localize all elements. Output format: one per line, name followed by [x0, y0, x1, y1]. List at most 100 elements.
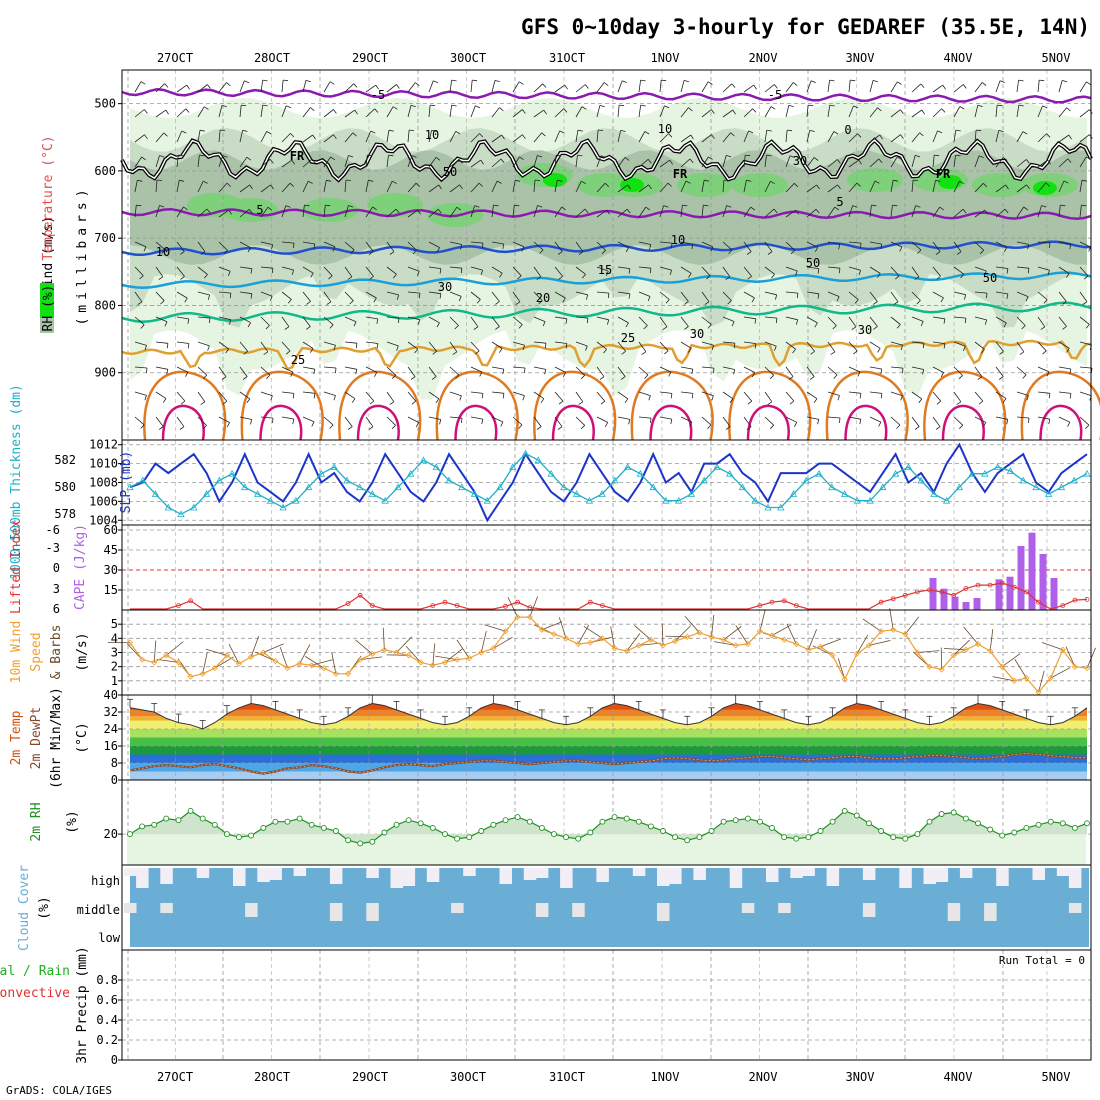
cloud-high-clear	[499, 868, 512, 884]
thickness-marker	[407, 469, 415, 477]
wind10m-label-3: & Barbs	[49, 625, 64, 680]
wind-speed-marker	[987, 648, 994, 655]
wind-barb	[323, 266, 333, 276]
wind-barb	[743, 316, 756, 320]
wind-barb-flag	[166, 369, 169, 375]
rh2m-marker	[139, 823, 146, 830]
wind-barb	[596, 416, 608, 423]
lifted-index-marker	[357, 592, 363, 598]
wind-barb	[638, 391, 651, 396]
rh2m-marker	[332, 828, 339, 834]
wind-barb	[680, 316, 689, 327]
wind-barb-flag	[439, 293, 442, 299]
temp-band	[130, 763, 1087, 772]
wind-barb-flag	[333, 395, 336, 401]
wind-barb-flag	[186, 84, 190, 90]
wind-barb-flag	[794, 422, 798, 427]
wind-barb-flag	[941, 108, 946, 113]
wind-barb	[722, 416, 731, 427]
wind-barb-flag	[581, 106, 587, 110]
top-date-label: 31OCT	[549, 51, 585, 65]
wind-barb-flag	[872, 80, 879, 83]
wind-barb	[302, 266, 314, 274]
wind-barb-flag	[348, 155, 354, 158]
wind-barb-flag	[620, 129, 626, 132]
temp-band	[130, 754, 1087, 763]
wind-barb-flag	[534, 179, 541, 181]
wind-barb-flag	[242, 376, 248, 380]
wind-barb	[407, 82, 416, 93]
wind-barb	[953, 291, 966, 296]
rh2m-marker	[151, 821, 158, 828]
wind-barb	[680, 205, 683, 218]
wind-barb	[1079, 109, 1090, 118]
wind-barb-flag	[1041, 205, 1047, 208]
wind-barb	[1079, 180, 1083, 193]
bottom-date-label: 28OCT	[254, 1070, 290, 1084]
wind-barb	[260, 206, 269, 218]
wind-barb	[176, 108, 187, 118]
wind-barb-flag	[775, 294, 778, 300]
wind-barb-flag	[773, 208, 778, 214]
wind-barb-flag	[137, 301, 143, 305]
wind-barb	[722, 266, 731, 278]
wind-barb-flag	[936, 400, 942, 405]
wind-speed-marker	[611, 645, 618, 652]
lifted-index-marker	[345, 601, 351, 606]
wind-barb-flag	[185, 108, 190, 113]
wind-barb-flag	[244, 80, 250, 84]
wind-barb	[239, 156, 248, 168]
wind-barb-flag	[367, 154, 373, 157]
wind-barb	[1079, 134, 1090, 143]
wind-barb	[365, 291, 377, 299]
thickness-marker	[560, 483, 568, 491]
wind-barb	[911, 241, 922, 251]
rh2m-marker	[853, 812, 860, 819]
wind-barb-flag	[272, 418, 274, 424]
wind-barb	[470, 341, 480, 352]
wind-barb	[218, 182, 228, 193]
wind-speed-marker	[478, 649, 485, 656]
surface-wind-barb	[166, 641, 184, 656]
wind-barb	[974, 183, 984, 193]
wind-barb-flag	[976, 129, 982, 132]
wind-barb	[428, 291, 441, 295]
wind-barb-flag	[310, 272, 314, 278]
rh2m-base-fill	[127, 834, 1086, 865]
wind-barb-flag	[499, 107, 504, 112]
wind-barb-flag	[455, 374, 460, 379]
wind-barb-flag	[143, 109, 148, 114]
wind-speed-marker	[829, 652, 836, 659]
wind-barb	[323, 180, 327, 193]
wind-barb-flag	[348, 205, 354, 208]
wind-barb-flag	[647, 159, 652, 164]
wind-barb-flag	[795, 270, 798, 276]
wind-barb-flag	[751, 372, 756, 378]
wind-barb-flag	[479, 133, 484, 138]
wind-barb	[260, 80, 264, 93]
wind-barb-flag	[857, 371, 861, 377]
cloud-middle-cell	[1068, 903, 1082, 913]
surface-wind-barb	[396, 636, 413, 653]
wind-barb	[659, 80, 662, 93]
wind-barb	[281, 105, 287, 118]
wind-barb	[470, 391, 483, 394]
y-tick-label: 3	[111, 646, 118, 660]
wind-barb	[155, 366, 168, 370]
wind-barb	[554, 108, 564, 118]
surface-wind-barb	[214, 656, 234, 669]
wind-barb	[722, 241, 733, 251]
wind-barb-flag	[897, 81, 902, 85]
wind-barb-flag	[1022, 131, 1028, 135]
wind-barb-flag	[895, 275, 900, 280]
wind-barb	[617, 241, 629, 248]
cloud-high-clear	[293, 868, 307, 876]
wind-barb	[407, 416, 419, 423]
wind-barb-flag	[353, 321, 357, 327]
wind-barb-flag	[265, 325, 270, 330]
wind-barb-flag	[391, 374, 397, 379]
wind-barb	[806, 391, 818, 400]
wind-barb-flag	[561, 206, 566, 211]
